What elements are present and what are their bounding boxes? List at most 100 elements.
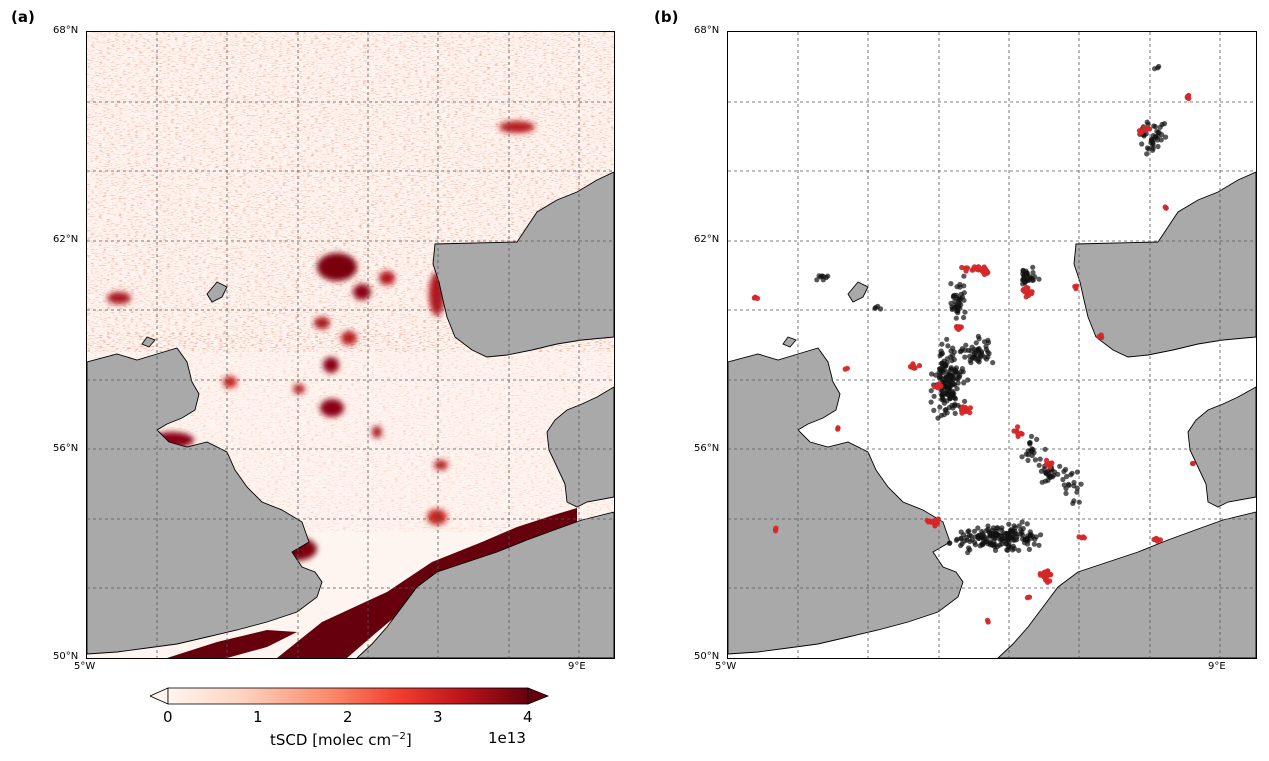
ship-point [1020,281,1026,287]
ship-point [948,281,954,287]
ship-point [949,374,955,380]
lat-tick-50-a: 50°N [53,651,79,662]
ship-point [1016,547,1022,554]
ship-point [939,341,945,347]
ship-point [1144,151,1150,157]
ship-point [958,542,964,549]
ship-point [928,388,934,394]
lat-tick-50-b: 50°N [694,651,720,662]
lon-tick-5w-a: 5°W [74,661,96,672]
ship-point [928,399,934,405]
lon-tick-9e-a: 9°E [568,661,586,672]
ship-point [1157,537,1163,543]
ship-point [873,305,879,311]
ship-point [1009,547,1016,553]
map-b-svg [728,32,1256,658]
ship-point [1005,537,1011,543]
ship-point [752,294,758,300]
ship-point [943,363,949,369]
ship-point [947,395,953,401]
ship-point [976,346,982,352]
ship-point [1042,446,1048,452]
ship-point [944,410,950,416]
ship-point [965,377,971,383]
ship-point [952,367,959,373]
ship-point [1027,529,1033,535]
ship-point [948,354,954,360]
ship-point [983,356,990,362]
ship-point [936,383,942,389]
ship-point [1076,499,1082,505]
ship-point [1144,145,1151,151]
ship-point [1020,532,1026,538]
ship-point [963,342,969,348]
panel-b-label: (b) [654,8,679,26]
ship-point [1028,433,1035,439]
colorbar-label: tSCD [molec cm−2] [270,731,412,749]
ship-point [985,619,991,625]
land-polygons-b [728,171,1256,658]
lon-tick-9e-b: 9°E [1208,661,1226,672]
ship-point [969,344,975,350]
ship-point [937,404,943,410]
lat-tick-62-a: 62°N [53,234,79,245]
ship-point [1015,424,1021,430]
ship-point [951,356,957,363]
ship-point [1033,534,1039,540]
colorbar-svg [150,687,550,705]
ship-point [935,415,941,421]
ship-point [961,314,967,321]
ship-point [1144,119,1150,125]
map-panel-b[interactable] [727,31,1257,659]
ship-point [1074,469,1080,475]
ship-point [1043,457,1050,463]
colorbar-label-end: ] [405,731,412,749]
ship-point [954,386,960,392]
ship-point [931,393,937,399]
ship-point [1063,490,1069,496]
ship-point [773,528,779,534]
ship-point [983,346,989,352]
ship-point [1037,572,1044,578]
ship-point [1011,523,1017,529]
ship-point [1149,136,1155,142]
ship-point [1032,274,1038,280]
ship-point [998,527,1004,533]
ship-point [1186,95,1192,102]
ship-point [916,363,923,369]
ship-point [932,384,938,390]
ship-point [1037,456,1043,462]
map-panel-a[interactable] [86,31,615,659]
ship-point [1080,534,1086,540]
ship-point [961,273,967,279]
ship-point [959,294,966,300]
ship-point [1044,573,1050,579]
ship-point [929,371,935,377]
ship-point [1158,137,1164,143]
ship-point [969,355,975,361]
ship-point [939,392,945,398]
lat-tick-56-b: 56°N [694,443,720,454]
colorbar-tick-2: 2 [343,708,353,726]
ship-point [975,525,981,531]
ship-point [962,309,968,315]
colorbar-gradient [167,687,529,705]
lat-tick-56-a: 56°N [53,443,79,454]
ship-point [1154,137,1161,143]
ship-point [1145,126,1151,132]
ship-point [1189,460,1196,467]
ship-point [980,532,987,538]
ship-point [938,348,944,354]
ship-points-red [751,92,1196,625]
ship-point [1032,457,1038,463]
ship-point [992,547,999,554]
ship-point [878,306,884,312]
colorbar-tick-1: 1 [253,708,263,726]
ship-point [835,425,841,431]
ship-point [972,266,978,272]
ship-point [1022,270,1028,277]
ship-point [912,365,918,371]
ship-point [982,539,988,545]
colorbar-tick-0: 0 [163,708,173,726]
ship-point [1152,66,1158,72]
